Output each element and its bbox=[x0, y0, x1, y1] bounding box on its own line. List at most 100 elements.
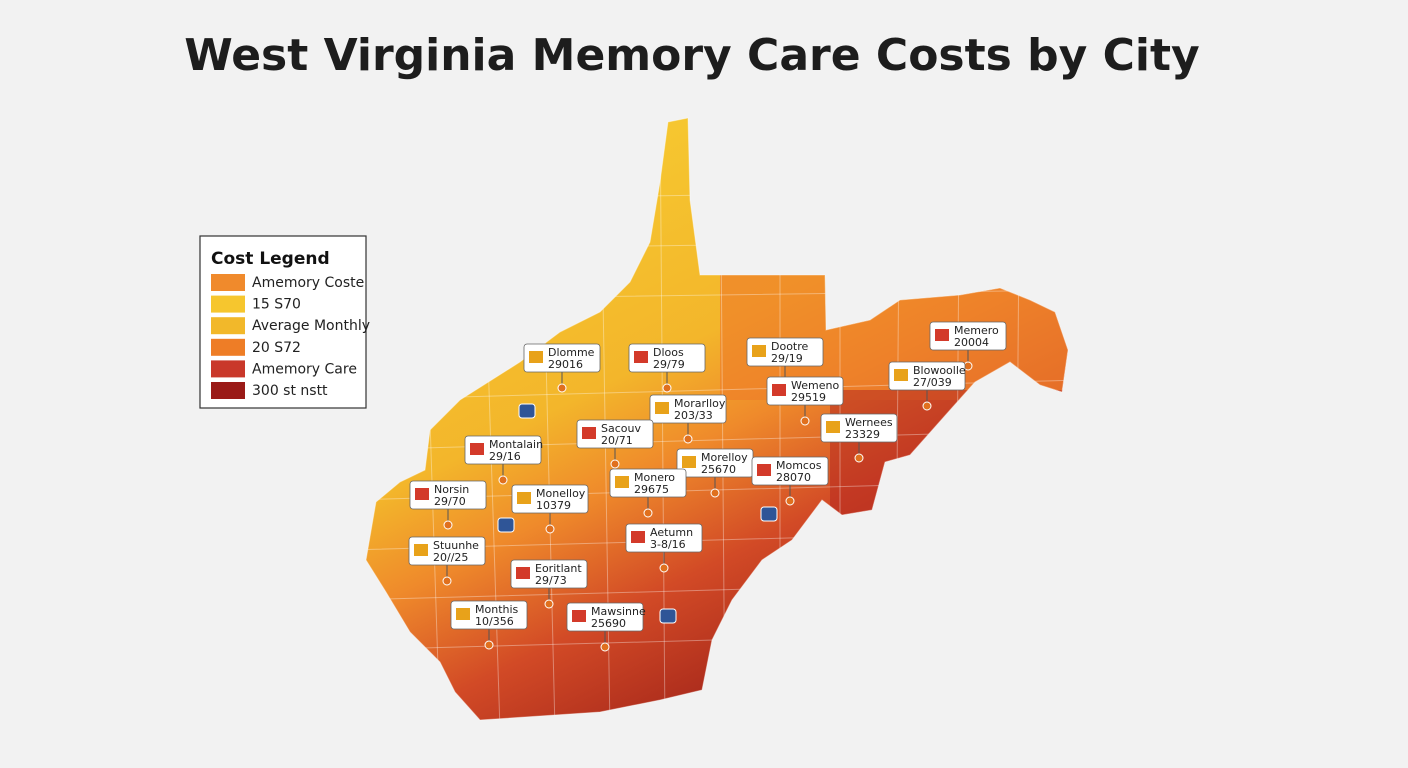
callout-icon bbox=[516, 567, 530, 579]
callout-pin bbox=[545, 524, 555, 534]
legend-label: 20 S72 bbox=[252, 340, 301, 356]
city-cost: 28070 bbox=[776, 471, 811, 484]
city-name: Momcos bbox=[776, 459, 822, 472]
city-name: Morelloy bbox=[701, 451, 748, 464]
callout-icon bbox=[456, 608, 470, 620]
city-cost: 10379 bbox=[536, 499, 571, 512]
city-name: Memero bbox=[954, 324, 999, 337]
city-name: Wemeno bbox=[791, 379, 839, 392]
callout-icon bbox=[631, 531, 645, 543]
city-cost: 29/70 bbox=[434, 495, 466, 508]
city-name: Montalain bbox=[489, 438, 543, 451]
callout-pin bbox=[544, 599, 554, 609]
city-cost: 29/73 bbox=[535, 574, 567, 587]
city-name: Mawsinne bbox=[591, 605, 646, 618]
callout-pin bbox=[442, 576, 452, 586]
callout-pin bbox=[643, 508, 653, 518]
city-cost: 25690 bbox=[591, 617, 626, 630]
city-name: Blowoolle bbox=[913, 364, 966, 377]
callout-pin bbox=[785, 496, 795, 506]
callout-pin bbox=[443, 520, 453, 530]
callout-pin bbox=[922, 401, 932, 411]
callout-pin bbox=[498, 475, 508, 485]
city-cost: 3-8/16 bbox=[650, 538, 686, 551]
city-name: Wernees bbox=[845, 416, 893, 429]
map-title: West Virginia Memory Care Costs by City bbox=[184, 30, 1199, 81]
legend-swatch bbox=[211, 338, 245, 356]
callout-pin bbox=[610, 459, 620, 469]
callout-icon bbox=[414, 544, 428, 556]
callout-pin bbox=[557, 383, 567, 393]
callout-icon bbox=[582, 427, 596, 439]
callout-pin bbox=[854, 453, 864, 463]
legend-swatch bbox=[211, 360, 245, 378]
city-name: Sacouv bbox=[601, 422, 641, 435]
callout-icon bbox=[470, 443, 484, 455]
legend-label: Amemory Coste bbox=[252, 275, 364, 291]
callout-pin bbox=[800, 416, 810, 426]
city-cost: 29/19 bbox=[771, 352, 803, 365]
callout-pin bbox=[710, 488, 720, 498]
callout-icon bbox=[752, 345, 766, 357]
callout-pin bbox=[683, 434, 693, 444]
city-name: Morarlloy bbox=[674, 397, 726, 410]
city-cost: 29016 bbox=[548, 358, 583, 371]
city-cost: 29675 bbox=[634, 483, 669, 496]
city-name: Eoritlant bbox=[535, 562, 582, 575]
legend-swatch bbox=[211, 382, 245, 399]
callout-icon bbox=[415, 488, 429, 500]
city-cost: 20//25 bbox=[433, 551, 468, 564]
callout-icon bbox=[772, 384, 786, 396]
callout-icon bbox=[572, 610, 586, 622]
callout-icon bbox=[615, 476, 629, 488]
callouts: Dlomme29016Dloos29/79Dootre29/19Memero20… bbox=[408, 321, 1007, 652]
callout-icon bbox=[682, 456, 696, 468]
city-cost: 29/16 bbox=[489, 450, 521, 463]
legend-label: Amemory Care bbox=[252, 361, 357, 377]
city-name: Norsin bbox=[434, 483, 469, 496]
city-cost: 29/79 bbox=[653, 358, 685, 371]
city-name: Aetumn bbox=[650, 526, 693, 539]
city-name: Monthis bbox=[475, 603, 519, 616]
city-name: Dloos bbox=[653, 346, 684, 359]
callout-icon bbox=[634, 351, 648, 363]
legend-label: 300 st nstt bbox=[252, 383, 328, 399]
city-cost: 29519 bbox=[791, 391, 826, 404]
callout-pin bbox=[600, 642, 610, 652]
city-cost: 27/039 bbox=[913, 376, 952, 389]
city-name: Dlomme bbox=[548, 346, 595, 359]
legend-label: Average Monthly bbox=[252, 318, 370, 334]
interstate-shields bbox=[497, 403, 778, 624]
city-cost: 20004 bbox=[954, 336, 989, 349]
legend-swatch bbox=[211, 274, 245, 291]
legend-swatch bbox=[211, 295, 245, 313]
city-cost: 23329 bbox=[845, 428, 880, 441]
callout-icon bbox=[517, 492, 531, 504]
city-name: Monero bbox=[634, 471, 675, 484]
callout-icon bbox=[894, 369, 908, 381]
legend-swatch bbox=[211, 317, 245, 335]
callout-icon bbox=[529, 351, 543, 363]
callout-icon bbox=[757, 464, 771, 476]
